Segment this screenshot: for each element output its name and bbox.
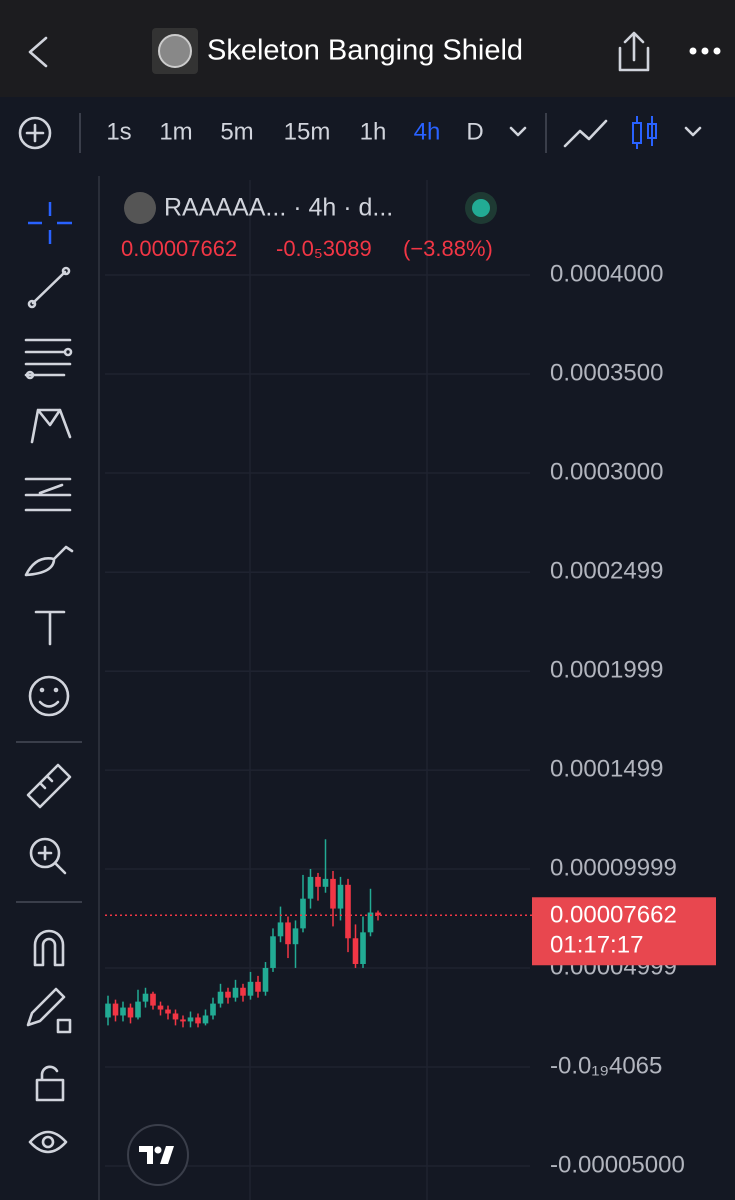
- candle-body: [135, 1001, 141, 1018]
- candle-body: [120, 1007, 126, 1016]
- candle-body: [105, 1003, 111, 1018]
- emoji-tool[interactable]: [28, 675, 70, 717]
- trend-line-tool[interactable]: [27, 266, 71, 309]
- interval-button[interactable]: 1m: [159, 118, 192, 145]
- line-chart-button[interactable]: [563, 119, 608, 148]
- candle-body: [240, 987, 246, 996]
- candle-body: [345, 884, 351, 939]
- legend-avatar: [124, 192, 156, 224]
- interval-button[interactable]: D: [466, 118, 483, 145]
- candle-body: [232, 987, 239, 998]
- y-tick-label: 0.0003500: [550, 359, 663, 386]
- ruler-tool[interactable]: [26, 763, 72, 809]
- candle-body: [322, 878, 329, 887]
- zoom-tool[interactable]: [29, 837, 67, 875]
- y-tick-label: 0.0001499: [550, 756, 663, 783]
- y-tick-label: 0.00009999: [550, 854, 677, 881]
- y-tick-label: -0.00005000: [550, 1151, 685, 1178]
- brush-tool[interactable]: [24, 545, 74, 577]
- candle-body: [180, 1019, 186, 1022]
- share-button[interactable]: [618, 31, 650, 72]
- candle-body: [255, 981, 261, 992]
- more-button[interactable]: [689, 47, 721, 55]
- visibility-tool[interactable]: [28, 1130, 68, 1154]
- candle-body: [270, 936, 276, 968]
- status-dot: [472, 199, 490, 217]
- magnet-tool[interactable]: [33, 929, 65, 967]
- projection-tool[interactable]: [24, 477, 72, 512]
- interval-button[interactable]: 4h: [414, 118, 441, 145]
- candle-body: [292, 928, 299, 945]
- candle-body: [285, 922, 291, 945]
- drawing-toolbar: [0, 176, 98, 1200]
- lock-drawing-tool[interactable]: [26, 987, 72, 1034]
- interval-button[interactable]: 1s: [106, 118, 131, 145]
- candle-body: [352, 938, 359, 965]
- text-tool[interactable]: [34, 610, 66, 646]
- candle-body: [150, 993, 156, 1006]
- candle-body: [307, 876, 314, 899]
- candle-body: [202, 1015, 209, 1024]
- candle-body: [157, 1005, 164, 1010]
- candle-body: [247, 981, 254, 996]
- lock-tool[interactable]: [35, 1065, 65, 1102]
- interval-button[interactable]: 5m: [220, 118, 253, 145]
- price-tag-countdown: 01:17:17: [550, 932, 643, 959]
- candle-body: [165, 1009, 171, 1014]
- crosshair-tool[interactable]: [28, 202, 72, 244]
- header-title: Skeleton Banging Shield: [207, 35, 523, 67]
- candle-body: [375, 912, 381, 916]
- candle-body: [187, 1017, 194, 1022]
- legend-change-pct: (−3.88%): [403, 236, 493, 261]
- interval-button[interactable]: 1h: [360, 118, 387, 145]
- candle-body: [142, 993, 149, 1002]
- y-tick-label: 0.0002499: [550, 558, 663, 585]
- avatar-shield: [158, 34, 192, 68]
- price-tag: [532, 897, 716, 966]
- candle-body: [360, 932, 366, 965]
- add-button[interactable]: [18, 116, 52, 150]
- candle-body: [210, 1003, 216, 1016]
- y-tick-label: -0.0₁₉4065: [550, 1052, 662, 1079]
- candle-body: [225, 991, 231, 998]
- candle-body: [300, 898, 306, 929]
- candle-body: [172, 1013, 179, 1020]
- y-tick-label: 0.0001999: [550, 657, 663, 684]
- candle-body: [195, 1017, 201, 1024]
- tradingview-logo[interactable]: [127, 1124, 189, 1186]
- candle-body: [337, 884, 344, 909]
- candle-body: [217, 991, 224, 1004]
- candle-body: [127, 1007, 134, 1018]
- price-tag-label: 0.00007662: [550, 902, 677, 929]
- candle-body: [367, 912, 374, 933]
- y-tick-label: 0.0003000: [550, 458, 663, 485]
- candle-body: [112, 1003, 119, 1016]
- y-tick-label: 0.0004000: [550, 260, 663, 287]
- interval-button[interactable]: 15m: [284, 118, 331, 145]
- fib-tool[interactable]: [24, 338, 73, 380]
- chart-type-dropdown[interactable]: [684, 126, 702, 137]
- legend-change: -0.0₅3089: [276, 236, 372, 261]
- candle-body: [315, 876, 321, 887]
- interval-bar: [0, 97, 735, 168]
- back-button[interactable]: [28, 36, 48, 68]
- legend-price: 0.00007662: [121, 236, 237, 261]
- header: [0, 0, 735, 97]
- candle-chart-button[interactable]: [632, 116, 657, 149]
- pattern-tool[interactable]: [30, 408, 72, 444]
- candle-body: [277, 922, 284, 937]
- candle-body: [262, 967, 269, 992]
- legend-symbol: RAAAAA... · 4h · d...: [164, 194, 393, 222]
- interval-dropdown[interactable]: [509, 126, 527, 137]
- candle-body: [330, 878, 336, 909]
